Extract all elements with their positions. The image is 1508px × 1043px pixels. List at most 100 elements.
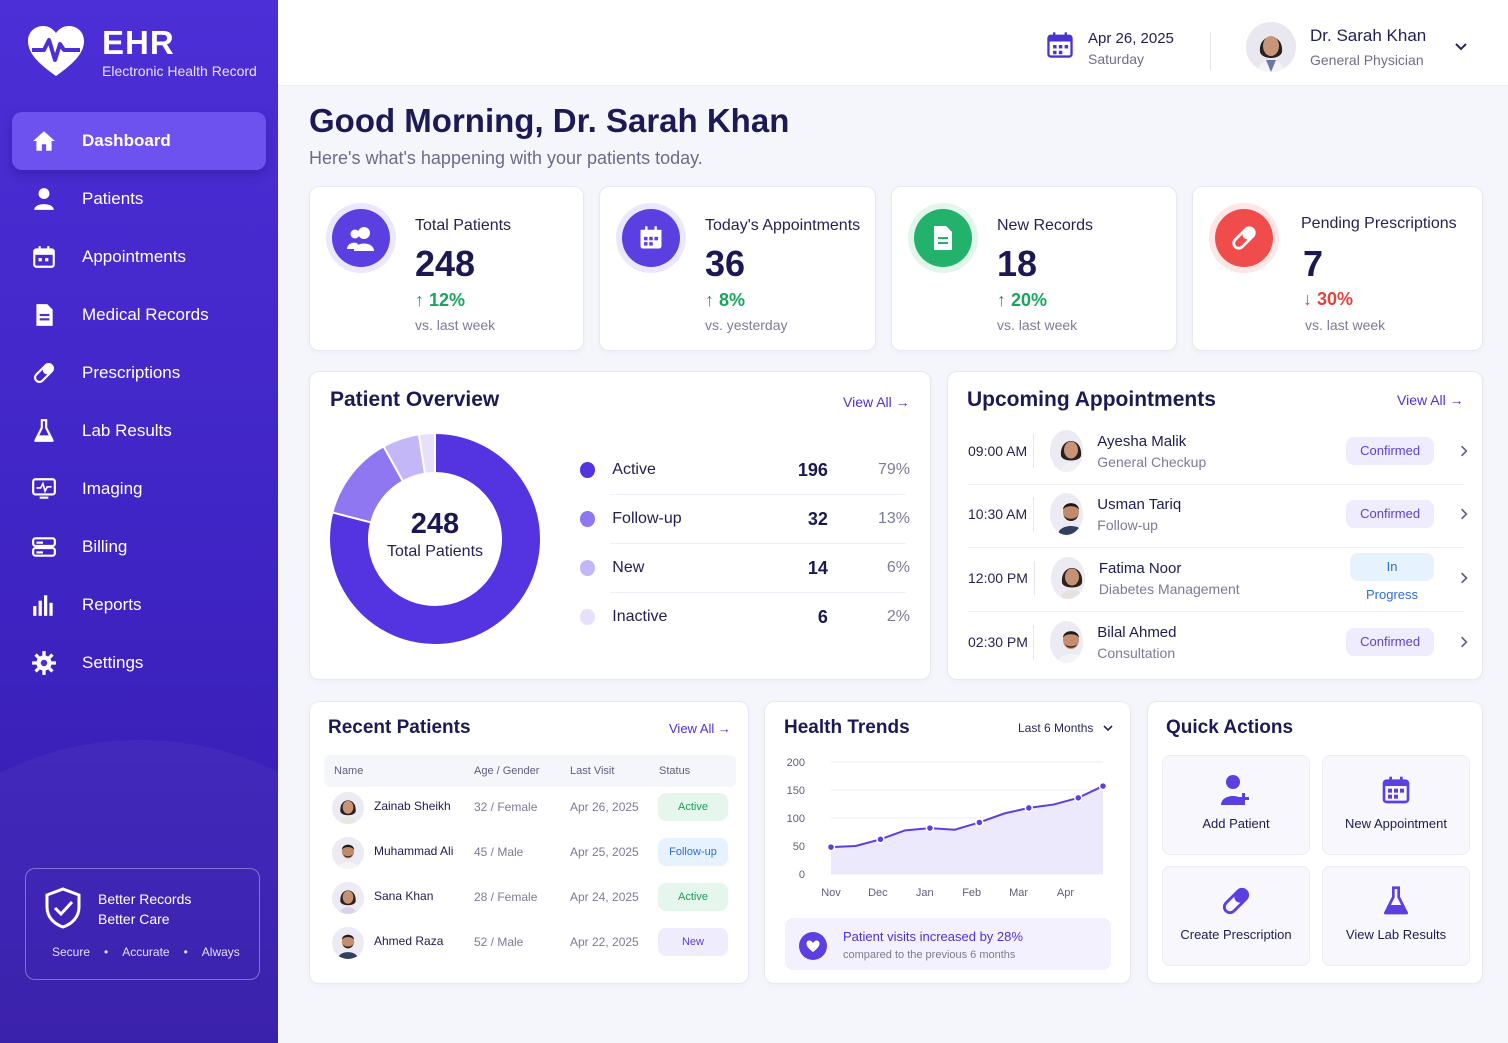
stat-change-value: 8% — [719, 290, 746, 310]
view-lab-results-button[interactable]: View Lab Results — [1322, 866, 1470, 966]
legend-percent: 2% — [886, 608, 910, 625]
pill-icon — [1218, 883, 1254, 919]
appointment-time: 12:00 PM — [968, 570, 1028, 586]
stat-card-pending-prescriptions[interactable]: Pending Prescriptions 7 ↓ 30% vs. last w… — [1192, 186, 1483, 351]
y-tick-label: 100 — [787, 813, 805, 825]
legend-row: Follow-up 32 13% — [580, 495, 910, 543]
sidebar-item-settings[interactable]: Settings — [12, 634, 266, 692]
legend-row: New 14 6% — [580, 544, 910, 592]
avatar — [1050, 557, 1085, 599]
view-all-link[interactable]: View All → — [843, 394, 910, 410]
chevron-right-icon[interactable] — [1460, 634, 1468, 650]
sidebar-item-appointments[interactable]: Appointments — [12, 228, 266, 286]
quick-actions-card: Quick Actions Add Patient New Appointmen… — [1147, 701, 1483, 984]
sidebar: EHR Electronic Health Record Dashboard P… — [0, 0, 278, 1043]
legend-count: 196 — [797, 459, 828, 480]
sidebar-item-dashboard[interactable]: Dashboard — [12, 112, 266, 170]
view-all-link[interactable]: View All → — [669, 721, 731, 736]
table-row[interactable]: Ahmed Raza 52 / Male Apr 22, 2025 New — [324, 921, 736, 965]
table-row[interactable]: Sana Khan 28 / Female Apr 24, 2025 Activ… — [324, 876, 736, 920]
chevron-down-icon[interactable] — [1454, 42, 1468, 52]
patient-name: Fatima Noor — [1098, 559, 1182, 577]
last-visit: Apr 22, 2025 — [570, 935, 639, 949]
promo-tag: Always — [201, 945, 240, 959]
sidebar-item-label: Billing — [82, 537, 128, 556]
range-select[interactable]: Last 6 Months — [1018, 721, 1113, 735]
stat-icon-wrap — [908, 203, 978, 273]
stat-icon-wrap — [616, 203, 686, 273]
trend-point — [975, 818, 984, 827]
table-header: Name Age / Gender Last Visit Status — [324, 755, 736, 787]
sidebar-item-billing[interactable]: Billing — [12, 518, 266, 576]
sidebar-item-imaging[interactable]: Imaging — [12, 460, 266, 518]
x-tick-label: Dec — [868, 887, 888, 899]
divider — [968, 484, 1464, 485]
heart-pulse-icon — [28, 26, 84, 76]
sidebar-item-medical-records[interactable]: Medical Records — [12, 286, 266, 344]
sidebar-item-label: Patients — [82, 189, 144, 208]
stat-change: ↑ 12% — [415, 290, 465, 311]
sidebar-item-label: Medical Records — [82, 305, 209, 324]
table-row[interactable]: Zainab Sheikh 32 / Female Apr 26, 2025 A… — [324, 786, 736, 830]
new-appointment-button[interactable]: New Appointment — [1322, 755, 1470, 855]
sidebar-item-label: Reports — [82, 595, 142, 614]
y-tick-label: 50 — [793, 841, 805, 853]
appointment-time: 09:00 AM — [968, 443, 1028, 459]
shield-icon — [45, 887, 81, 929]
sidebar-item-reports[interactable]: Reports — [12, 576, 266, 634]
stat-change-value: 30% — [1317, 289, 1354, 309]
legend-name: New — [612, 559, 645, 576]
patient-overview-card: Patient Overview View All → 248 Total Pa… — [309, 371, 931, 680]
stat-card-total-patients[interactable]: Total Patients 248 ↑ 12% vs. last week — [309, 186, 584, 351]
arrow-up-icon: ↑ — [705, 290, 714, 310]
billing-icon — [30, 533, 58, 561]
table-row[interactable]: Muhammad Ali 45 / Male Apr 25, 2025 Foll… — [324, 831, 736, 875]
health-trends-chart: 0 50 100 150 200 Nov Dec Jan Feb Mar Apr — [787, 757, 1108, 899]
status-badge: In Progress — [1350, 552, 1434, 602]
patient-name: Ayesha Malik — [1097, 432, 1187, 450]
stat-compare: vs. last week — [1305, 317, 1386, 333]
legend-percent: 6% — [886, 559, 910, 576]
status-badge: Confirmed — [1346, 437, 1435, 465]
trend-point — [826, 842, 836, 852]
appointment-row[interactable]: 10:30 AM Usman Tariq Follow-up Confirmed — [968, 482, 1468, 546]
sidebar-item-label: Appointments — [82, 247, 186, 266]
add-user-icon — [1218, 772, 1254, 808]
x-tick-label: Feb — [962, 887, 981, 899]
donut-slice — [328, 431, 542, 646]
stat-card-new-records[interactable]: New Records 18 ↑ 20% vs. last week — [891, 186, 1177, 351]
section-title: Recent Patients — [328, 717, 471, 738]
chevron-right-icon[interactable] — [1460, 570, 1468, 586]
user-profile[interactable]: Dr. Sarah Khan General Physician — [1246, 22, 1426, 72]
stat-icon-wrap — [326, 203, 396, 273]
legend-percent: 13% — [877, 510, 910, 527]
appointment-type: Follow-up — [1097, 516, 1158, 533]
chevron-right-icon[interactable] — [1460, 443, 1468, 459]
age-gender: 52 / Male — [474, 935, 524, 949]
appointment-row[interactable]: 09:00 AM Ayesha Malik General Checkup Con… — [968, 419, 1468, 483]
sidebar-item-label: Lab Results — [82, 421, 172, 440]
stat-value: 7 — [1303, 243, 1324, 284]
patient-name: Sana Khan — [374, 889, 434, 903]
divider — [1033, 625, 1034, 659]
x-tick-label: Nov — [821, 887, 841, 899]
sidebar-item-patients[interactable]: Patients — [12, 170, 266, 228]
sidebar-item-lab-results[interactable]: Lab Results — [12, 402, 266, 460]
chevron-right-icon[interactable] — [1460, 506, 1468, 522]
add-patient-button[interactable]: Add Patient — [1162, 755, 1310, 855]
legend-count: 6 — [817, 606, 828, 627]
trend-point — [925, 823, 935, 833]
status-badge: Active — [658, 793, 728, 821]
appointment-row[interactable]: 12:00 PM Fatima Noor Diabetes Management … — [968, 546, 1468, 610]
legend-row: Inactive 6 2% — [580, 593, 910, 641]
view-all-link[interactable]: View All → — [1397, 392, 1464, 408]
y-tick-label: 150 — [787, 785, 805, 797]
trend-point — [1024, 803, 1034, 813]
stat-card-appointments[interactable]: Today's Appointments 36 ↑ 8% vs. yesterd… — [599, 186, 876, 351]
recent-patients-card: Recent Patients View All → Name Age / Ge… — [309, 701, 749, 984]
app-logo[interactable]: EHR Electronic Health Record — [26, 24, 257, 80]
appointment-row[interactable]: 02:30 PM Bilal Ahmed Consultation Confirm… — [968, 610, 1468, 674]
create-prescription-button[interactable]: Create Prescription — [1162, 866, 1310, 966]
sidebar-item-prescriptions[interactable]: Prescriptions — [12, 344, 266, 402]
appointment-type: General Checkup — [1097, 453, 1207, 470]
